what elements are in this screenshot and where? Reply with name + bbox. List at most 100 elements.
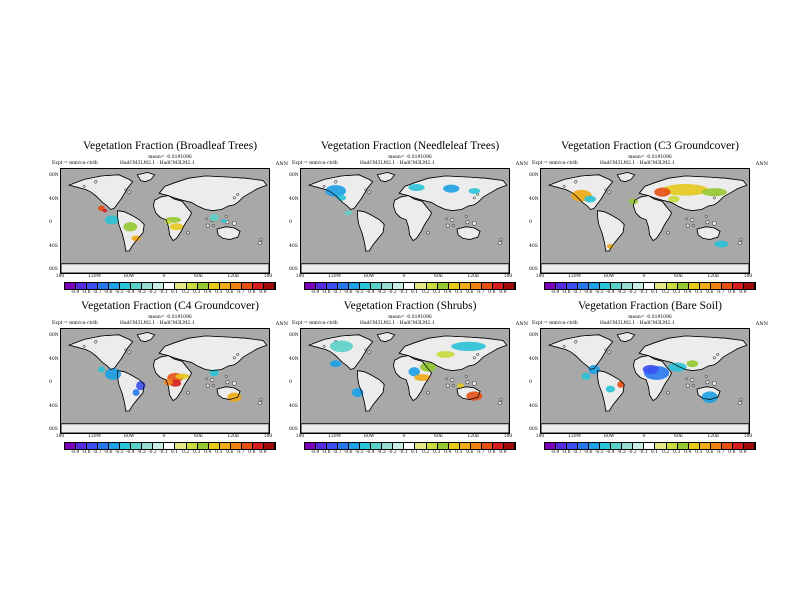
- island-shape: [497, 240, 502, 245]
- colorbar-tick-label: -0.4: [365, 450, 375, 455]
- colorbar-tick-label: -0.2: [148, 290, 157, 295]
- model-difference-label: HadCM3LM2.1 - HadCM3LM2.1: [360, 321, 435, 326]
- colorbar-swatch: [448, 283, 460, 289]
- colorbar-tick-label: -0.7: [92, 290, 102, 295]
- longitude-label: 60W: [604, 434, 615, 439]
- colorbar-swatch: [120, 283, 132, 289]
- latitude-label: 40S: [49, 244, 58, 249]
- colorbar-tick-label: 0.4: [444, 450, 452, 455]
- island-shape: [562, 184, 566, 188]
- vegetation-anomaly-patch: [588, 364, 600, 375]
- colorbar-swatch: [338, 283, 350, 289]
- coastline: [307, 174, 374, 210]
- colorbar-swatch: [437, 283, 449, 289]
- colorbar-tick-label: -0.5: [594, 450, 604, 455]
- coastline: [307, 334, 374, 370]
- longitude-label: 0: [402, 274, 406, 279]
- colorbar-swatch: [87, 283, 99, 289]
- longitude-label: 180: [535, 274, 545, 279]
- colorbar-swatch: [492, 443, 504, 449]
- colorbar-tick-label: 0.3: [193, 290, 201, 295]
- colorbar-tick-label: 0.3: [433, 290, 441, 295]
- island-shape: [465, 380, 470, 385]
- island-shape: [322, 344, 326, 348]
- world-map: [540, 328, 750, 434]
- colorbar-swatch: [404, 443, 416, 449]
- colorbar-tick-label: -0.8: [321, 290, 331, 295]
- latitude-label: 40N: [529, 357, 539, 362]
- colorbar-tick-label: 0.2: [661, 290, 670, 295]
- colorbar-tick-label: 0.3: [673, 450, 681, 455]
- island-shape: [127, 350, 131, 354]
- colorbar-tick-label: 0.5: [455, 290, 463, 295]
- colorbar-tick-label: -0.1: [639, 450, 648, 455]
- experiment-label: Expt = mmvca-ctrlb: [292, 161, 338, 166]
- island-shape: [476, 193, 480, 196]
- colorbar-tick-label: 0.8: [728, 290, 736, 295]
- map-canvas: [61, 329, 269, 433]
- colorbar-swatch: [142, 283, 154, 289]
- vegetation-anomaly-patch: [654, 187, 671, 197]
- panel-title: Vegetation Fraction (Bare Soil): [577, 300, 723, 312]
- colorbar-tick-label: -0.7: [332, 450, 342, 455]
- colorbar-swatch: [338, 443, 350, 449]
- latitude-label: 80S: [529, 267, 538, 272]
- island-shape: [224, 374, 228, 378]
- land-shape: [61, 263, 269, 273]
- colorbar-tick-label: -0.6: [583, 290, 593, 295]
- vegetation-anomaly-patch: [662, 184, 709, 196]
- longitude-label: 120W: [328, 274, 342, 279]
- colorbar-swatch: [241, 283, 253, 289]
- island-shape: [426, 230, 430, 235]
- colorbar-swatch: [578, 283, 590, 289]
- latitude-label: 80N: [529, 333, 539, 338]
- colorbar-tick-label: -0.5: [114, 290, 124, 295]
- island-shape: [499, 238, 503, 241]
- island-shape: [666, 390, 670, 395]
- panel-title: Vegetation Fraction (C3 Groundcover): [561, 140, 739, 152]
- coastline: [357, 370, 385, 412]
- colorbar-tick-label: 0.4: [444, 290, 452, 295]
- colorbar-tick-label: 0.3: [193, 450, 201, 455]
- island-shape: [450, 217, 455, 222]
- longitude-label: 180: [295, 274, 305, 279]
- colorbar-labels: -0.9 -0.8 -0.7 -0.6 -0.5 -0.4 -0.3 -0.2 -0.1 0.1 0…: [64, 290, 274, 296]
- coastline: [541, 423, 749, 433]
- longitude-label: 60E: [194, 274, 204, 279]
- colorbar-swatch: [699, 283, 711, 289]
- coastline: [547, 174, 614, 210]
- latitude-label: 80S: [49, 267, 58, 272]
- vegetation-anomaly-patch: [701, 391, 718, 403]
- island-shape: [232, 221, 237, 226]
- latitude-label: 40S: [529, 404, 538, 409]
- colorbar-tick-label: -0.9: [310, 450, 320, 455]
- colorbar-swatch: [263, 443, 275, 449]
- experiment-label: Expt = mmvca-ctrlb: [52, 321, 98, 326]
- colorbar-tick-label: 0.8: [248, 290, 256, 295]
- colorbar-swatch: [230, 283, 242, 289]
- colorbar-tick-label: -0.3: [137, 450, 146, 455]
- experiment-label: Expt = mmvca-ctrlb: [532, 161, 578, 166]
- colorbar-tick-label: -0.8: [81, 450, 91, 455]
- vegetation-anomaly-patch: [668, 362, 687, 372]
- island-shape: [464, 214, 468, 218]
- coastline: [696, 386, 721, 400]
- colorbar-swatch: [688, 283, 700, 289]
- colorbar-tick-label: -0.9: [310, 290, 320, 295]
- island-shape: [472, 221, 477, 226]
- longitude-label: 180: [295, 434, 305, 439]
- coastline: [541, 263, 749, 273]
- map-panel-broadleaf-trees: Vegetation Fraction (Broadleaf Trees) mea…: [49, 140, 290, 295]
- colorbar-swatch: [732, 283, 744, 289]
- colorbar-tick-label: 0.1: [410, 290, 419, 295]
- vegetation-anomaly-patch: [329, 340, 353, 353]
- colorbar-tick-label: -0.9: [550, 290, 560, 295]
- colorbar-swatch: [76, 443, 88, 449]
- colorbar-swatch: [197, 283, 209, 289]
- colorbar-swatch: [503, 443, 515, 449]
- latitude-label: 80N: [529, 173, 539, 178]
- longitude-label: 60W: [364, 434, 375, 439]
- colorbar-tick-label: 0.7: [477, 290, 485, 295]
- coastline: [393, 195, 432, 242]
- coastline: [117, 370, 145, 412]
